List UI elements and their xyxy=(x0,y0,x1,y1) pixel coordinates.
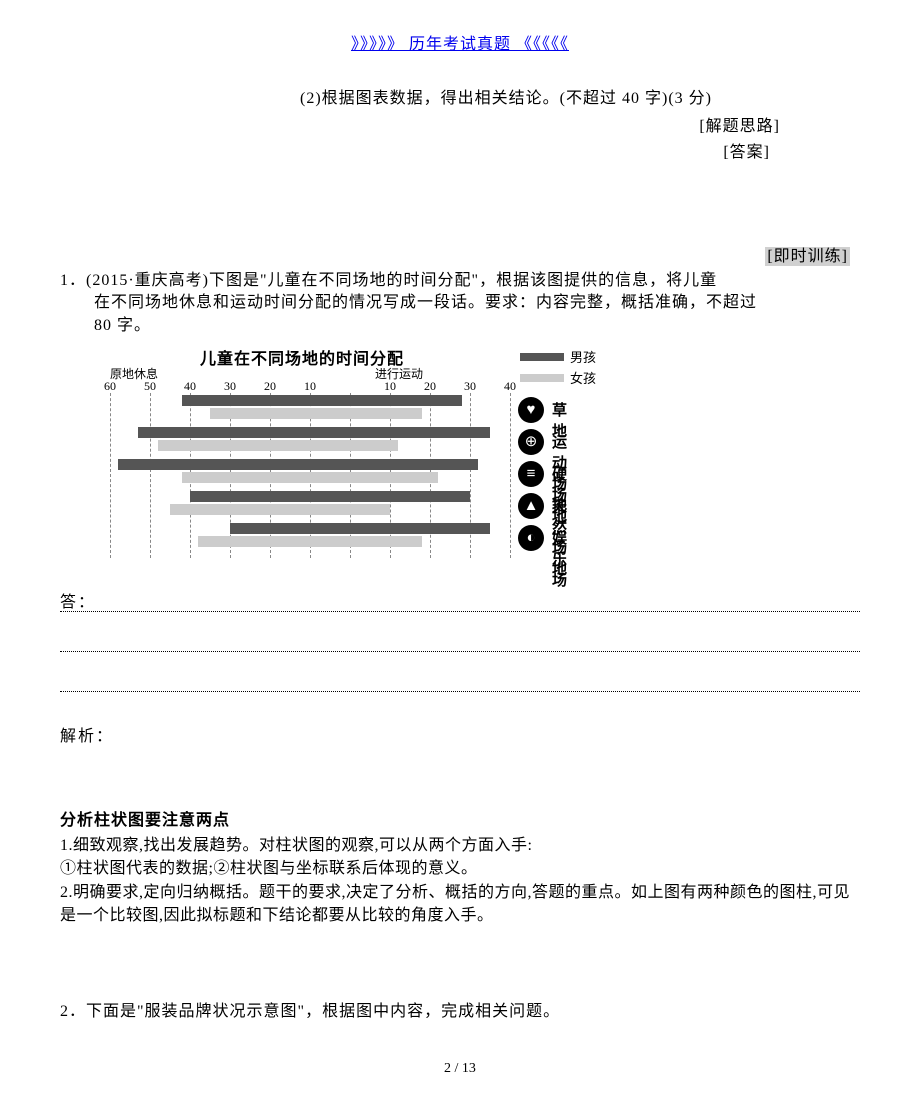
question-2-text: (2)根据图表数据，得出相关结论。(不超过 40 字)(3 分) xyxy=(300,84,860,108)
category-label: 娱乐场 xyxy=(552,527,568,590)
analysis-label: 解析： xyxy=(60,722,860,746)
answer-line-2 xyxy=(60,624,860,652)
answer-area: 答： xyxy=(60,584,860,692)
header-link[interactable]: 》》》》》 历年考试真题 《《《《《 xyxy=(60,30,860,54)
answer-line-3 xyxy=(60,664,860,692)
legend-label-girl: 女孩 xyxy=(570,368,596,387)
category-icon: ♥ xyxy=(518,397,544,423)
q1-text-1: 下图是"儿童在不同场地的时间分配"，根据该图提供的信息，将儿童 xyxy=(209,272,717,289)
tick-label: 40 xyxy=(184,379,196,394)
hint-label: [解题思路] xyxy=(60,112,780,136)
tips-line-1: 1.细致观察,找出发展趋势。对柱状图的观察,可以从两个方面入手: xyxy=(60,834,860,857)
bar-boy xyxy=(182,395,462,406)
q1-text-3: 80 字。 xyxy=(60,315,860,337)
tips-title: 分析柱状图要注意两点 xyxy=(60,806,860,830)
legend-swatch-girl xyxy=(520,374,564,382)
answer-line-1: 答： xyxy=(60,584,860,612)
tick-label: 10 xyxy=(304,379,316,394)
bar-chart: 儿童在不同场地的时间分配 男孩 女孩 原地休息 进行运动 60504030201… xyxy=(110,345,730,560)
legend-swatch-boy xyxy=(520,353,564,361)
bar-boy xyxy=(190,491,470,502)
bar-girl xyxy=(170,504,390,515)
tick-label: 60 xyxy=(104,379,116,394)
chart-legend: 男孩 女孩 xyxy=(520,347,596,389)
q1-text-2: 在不同场地休息和运动时间分配的情况写成一段话。要求：内容完整，概括准确，不超过 xyxy=(60,292,860,314)
grid-line xyxy=(150,393,151,558)
grid-line xyxy=(110,393,111,558)
category-icon: ▲ xyxy=(518,493,544,519)
legend-label-boy: 男孩 xyxy=(570,347,596,366)
grid-line xyxy=(510,393,511,558)
tick-label: 30 xyxy=(464,379,476,394)
axis-ticks: 60504030201010203040 xyxy=(110,379,510,391)
question-1: 1．(2015·重庆高考)下图是"儿童在不同场地的时间分配"，根据该图提供的信息… xyxy=(60,270,860,337)
tick-label: 10 xyxy=(384,379,396,394)
bar-boy xyxy=(138,427,490,438)
q2-text: 下面是"服装品牌状况示意图"，根据图中内容，完成相关问题。 xyxy=(86,1003,560,1020)
category-icon: ⊕ xyxy=(518,429,544,455)
question-2: 2．下面是"服装品牌状况示意图"，根据图中内容，完成相关问题。 xyxy=(60,997,860,1021)
q1-source: (2015·重庆高考) xyxy=(86,272,209,289)
page-footer: 2 / 13 xyxy=(0,1061,920,1077)
category-icon: ≡ xyxy=(518,461,544,487)
category-icon: ◐ xyxy=(518,525,544,551)
tick-label: 30 xyxy=(224,379,236,394)
tick-label: 50 xyxy=(144,379,156,394)
bar-boy xyxy=(118,459,478,470)
tips-block: 分析柱状图要注意两点 1.细致观察,找出发展趋势。对柱状图的观察,可以从两个方面… xyxy=(60,806,860,927)
bar-girl xyxy=(198,536,422,547)
bar-girl xyxy=(182,472,438,483)
tick-label: 20 xyxy=(424,379,436,394)
bar-girl xyxy=(210,408,422,419)
answer-label: [答案] xyxy=(60,138,770,162)
tick-label: 40 xyxy=(504,379,516,394)
chart-title: 儿童在不同场地的时间分配 xyxy=(200,345,404,369)
practice-badge: [即时训练] xyxy=(60,242,850,266)
tips-line-3: 2.明确要求,定向归纳概括。题干的要求,决定了分析、概括的方向,答题的重点。如上… xyxy=(60,881,860,927)
answer-label-text: 答： xyxy=(60,594,96,611)
q2-number: 2． xyxy=(60,1003,86,1020)
q1-number: 1． xyxy=(60,270,86,292)
bar-girl xyxy=(158,440,398,451)
tick-label: 20 xyxy=(264,379,276,394)
plot-area: ♥草地⊕运动场地≡硬场地▲天然场地◐娱乐场 xyxy=(110,393,510,558)
tips-line-2: ①柱状图代表的数据;②柱状图与坐标联系后体现的意义。 xyxy=(60,857,860,880)
bar-boy xyxy=(230,523,490,534)
